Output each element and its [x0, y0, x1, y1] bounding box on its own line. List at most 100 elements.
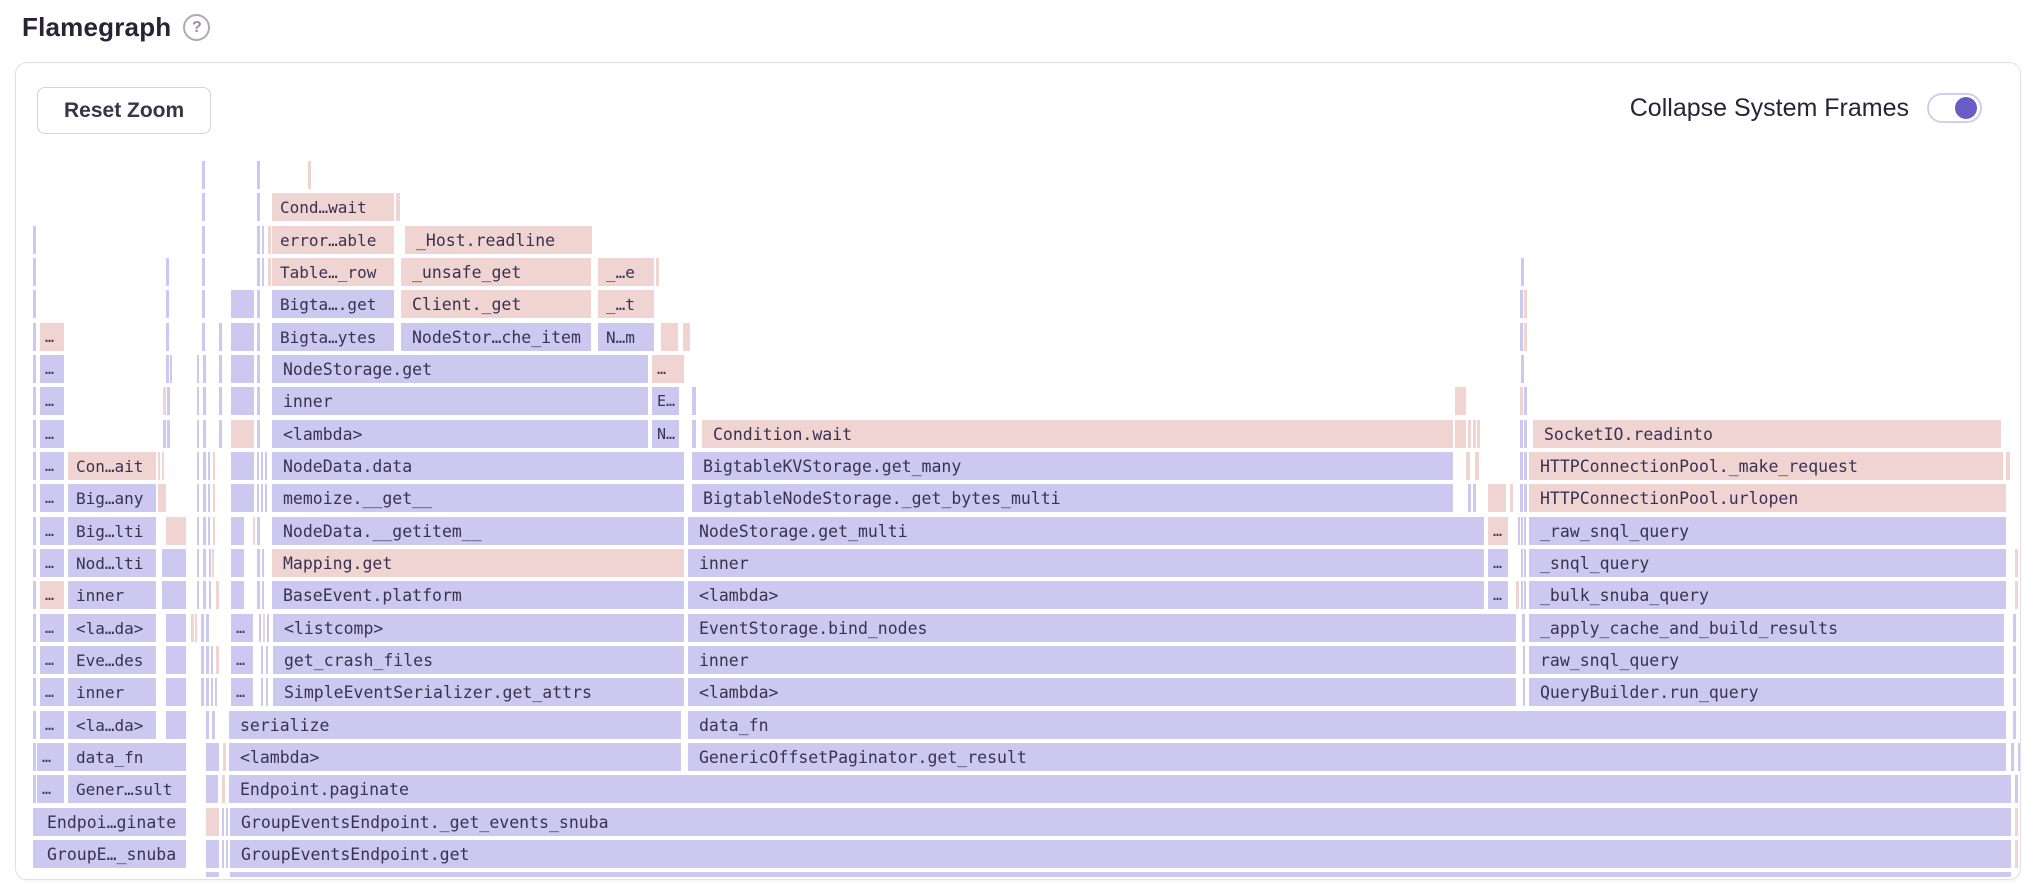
flame-frame[interactable]: _unsafe_get [401, 258, 591, 286]
flame-frame[interactable] [1473, 420, 1476, 448]
flame-frame[interactable] [1520, 452, 1523, 480]
flame-frame[interactable]: Mapping.get [272, 549, 684, 577]
flame-frame[interactable]: HTTPConnectionPool.urlopen [1529, 484, 2006, 512]
flame-frame[interactable]: data_fn [688, 711, 2006, 739]
reset-zoom-button[interactable]: Reset Zoom [37, 87, 212, 134]
flame-frame[interactable]: EventStorage.bind_nodes [688, 614, 1516, 642]
flame-frame[interactable] [209, 549, 211, 577]
flame-frame[interactable] [33, 775, 36, 803]
flame-frame[interactable] [215, 678, 217, 706]
flame-frame[interactable]: … [37, 775, 64, 803]
flame-frame[interactable]: <lambda> [229, 743, 681, 771]
flame-frame[interactable] [226, 808, 228, 836]
flame-frame[interactable]: inner [68, 581, 156, 609]
flame-frame[interactable] [202, 258, 205, 286]
flame-frame[interactable] [263, 614, 265, 642]
flame-frame[interactable] [261, 678, 263, 706]
flame-frame[interactable] [1466, 452, 1470, 480]
flame-frame[interactable]: BigtableKVStorage.get_many [692, 452, 1453, 480]
flame-frame[interactable]: _…e [598, 258, 654, 286]
flame-frame[interactable]: Big…lti [68, 517, 156, 545]
flame-frame[interactable] [213, 484, 215, 512]
flame-frame[interactable]: _…t [598, 290, 654, 318]
flame-frame[interactable] [1524, 420, 1527, 448]
flame-frame[interactable]: <lambda> [272, 420, 648, 448]
flame-frame[interactable] [203, 517, 206, 545]
flame-frame[interactable] [208, 484, 210, 512]
flame-frame[interactable] [2013, 678, 2016, 706]
flame-frame[interactable] [2013, 614, 2016, 642]
flame-frame[interactable]: … [1488, 549, 1508, 577]
flame-frame[interactable] [216, 581, 219, 609]
flame-frame[interactable] [202, 290, 205, 318]
flame-frame[interactable] [231, 290, 254, 318]
flame-frame[interactable]: memoize.__get__ [272, 484, 684, 512]
flame-frame[interactable] [197, 549, 199, 577]
flame-frame[interactable] [209, 581, 211, 609]
flame-frame[interactable] [206, 678, 209, 706]
flame-frame[interactable] [163, 387, 166, 415]
flame-frame[interactable] [2006, 452, 2010, 480]
flame-frame[interactable] [206, 775, 218, 803]
flame-frame[interactable] [158, 452, 160, 480]
flame-frame[interactable] [308, 161, 311, 189]
flame-frame[interactable] [222, 775, 225, 803]
flame-frame[interactable] [33, 452, 36, 480]
flame-frame[interactable] [257, 517, 260, 545]
flame-frame[interactable]: GroupEventsEndpoint._get_events_snuba [230, 808, 2011, 836]
flame-frame[interactable] [1524, 581, 1526, 609]
flame-frame[interactable] [1521, 355, 1524, 383]
flame-frame[interactable] [202, 323, 205, 351]
flame-frame[interactable]: GroupE…_snuba [36, 840, 186, 868]
flame-frame[interactable] [201, 678, 204, 706]
flame-frame[interactable] [1521, 581, 1523, 609]
flame-frame[interactable] [231, 420, 254, 448]
flame-frame[interactable] [2015, 549, 2018, 577]
flame-frame[interactable] [1488, 484, 1506, 512]
flame-frame[interactable] [257, 452, 259, 480]
flame-frame[interactable]: … [231, 678, 253, 706]
flame-frame[interactable] [2011, 743, 2014, 771]
flame-frame[interactable] [213, 517, 215, 545]
flame-frame[interactable] [158, 484, 166, 512]
flame-frame[interactable]: … [37, 743, 64, 771]
flame-frame[interactable] [267, 614, 269, 642]
flame-frame[interactable]: … [40, 387, 64, 415]
flame-frame[interactable]: Endpoi…ginate [36, 808, 186, 836]
flame-frame[interactable] [33, 581, 36, 609]
flame-frame[interactable] [170, 355, 172, 383]
flame-frame[interactable] [253, 517, 255, 545]
flame-frame[interactable] [262, 549, 264, 577]
flame-frame[interactable]: NodeData.__getitem__ [272, 517, 684, 545]
flame-frame[interactable]: Cond…wait [272, 193, 394, 221]
flame-frame[interactable] [1521, 517, 1523, 545]
flame-frame[interactable] [206, 646, 209, 674]
flame-frame[interactable]: _raw_snql_query [1529, 517, 2006, 545]
flame-frame[interactable] [262, 258, 264, 286]
help-icon[interactable]: ? [183, 14, 211, 41]
flame-frame[interactable] [1468, 484, 1471, 512]
flame-frame[interactable] [266, 646, 268, 674]
flame-frame[interactable] [33, 420, 36, 448]
flame-frame[interactable] [212, 549, 214, 577]
flame-frame[interactable] [661, 323, 678, 351]
flame-frame[interactable] [33, 290, 36, 318]
flame-frame[interactable]: _apply_cache_and_build_results [1529, 614, 2004, 642]
flame-frame[interactable] [166, 711, 186, 739]
flame-frame[interactable] [266, 678, 268, 706]
flame-frame[interactable]: Client._get [401, 290, 591, 318]
flame-frame[interactable] [231, 355, 254, 383]
flame-frame[interactable] [261, 646, 263, 674]
flame-frame[interactable] [257, 226, 260, 254]
flame-frame[interactable]: … [40, 646, 64, 674]
flame-frame[interactable]: Gener…sult [68, 775, 186, 803]
flame-frame[interactable]: <la…da> [68, 711, 156, 739]
flame-frame[interactable] [2018, 743, 2020, 771]
flame-frame[interactable] [2015, 581, 2018, 609]
flame-frame[interactable] [166, 290, 169, 318]
flame-frame[interactable] [203, 420, 206, 448]
flame-frame[interactable] [257, 484, 259, 512]
flame-frame[interactable] [231, 517, 244, 545]
flame-frame[interactable] [222, 840, 224, 868]
flame-frame[interactable]: Eve…des [68, 646, 156, 674]
